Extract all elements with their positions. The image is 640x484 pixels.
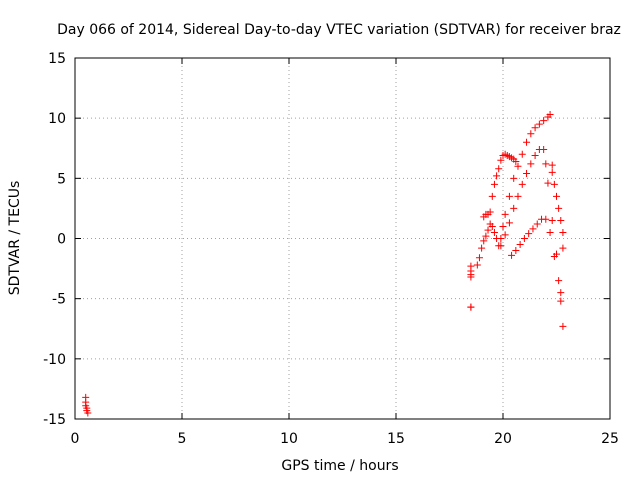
data-point <box>497 242 505 250</box>
x-tick-label: 5 <box>178 431 187 447</box>
x-tick-label: 15 <box>387 431 405 447</box>
data-point <box>548 161 556 169</box>
data-point <box>525 230 533 238</box>
data-point <box>467 303 475 311</box>
data-point <box>478 244 486 252</box>
chart-title: Day 066 of 2014, Sidereal Day-to-day VTE… <box>57 22 621 38</box>
data-point <box>559 228 567 236</box>
data-point <box>557 297 565 305</box>
data-point <box>488 222 496 230</box>
y-tick-label: -15 <box>43 412 66 428</box>
data-point <box>497 235 505 242</box>
data-point <box>484 226 492 234</box>
data-point <box>512 157 520 165</box>
data-point <box>501 231 509 239</box>
data-point <box>557 216 565 224</box>
data-point <box>535 120 543 128</box>
data-point <box>497 156 505 164</box>
data-point <box>488 192 496 200</box>
y-tick-label: 5 <box>57 171 66 187</box>
data-point <box>490 228 498 236</box>
data-series <box>508 215 565 305</box>
x-tick-label: 0 <box>71 431 80 447</box>
data-point <box>514 192 522 200</box>
data-point <box>505 192 513 200</box>
data-points <box>82 111 567 417</box>
data-point <box>510 204 518 212</box>
y-tick-label: 0 <box>57 232 66 248</box>
data-point <box>512 247 520 255</box>
data-series <box>82 393 92 417</box>
data-point <box>527 130 535 138</box>
x-axis-label: GPS time / hours <box>281 458 398 474</box>
data-point <box>533 220 541 228</box>
plot-frame <box>74 57 611 420</box>
data-point <box>518 150 526 158</box>
data-point <box>550 180 558 188</box>
data-point <box>523 138 531 146</box>
data-point <box>550 253 558 261</box>
data-point <box>548 216 556 224</box>
data-point <box>501 210 509 218</box>
data-point <box>480 237 488 245</box>
x-tick-label: 25 <box>601 431 619 447</box>
y-tick-label: -10 <box>43 352 66 368</box>
data-point <box>499 222 507 230</box>
data-point <box>555 204 563 212</box>
data-point <box>516 241 524 249</box>
data-point <box>559 322 567 330</box>
data-point <box>555 277 563 285</box>
data-point <box>505 219 513 227</box>
data-point <box>546 111 554 119</box>
data-point <box>542 215 550 223</box>
data-point <box>518 180 526 188</box>
data-point <box>486 208 494 216</box>
data-point <box>493 172 501 180</box>
data-point <box>490 180 498 188</box>
data-point <box>508 251 516 259</box>
y-tick-label: 10 <box>48 111 66 127</box>
data-point <box>482 232 490 240</box>
data-point <box>531 151 539 159</box>
data-point <box>531 124 539 132</box>
data-point <box>542 160 550 168</box>
data-point <box>495 165 503 173</box>
data-point <box>557 289 565 297</box>
data-point <box>544 179 552 187</box>
data-series <box>467 262 475 311</box>
data-point <box>540 117 548 125</box>
data-point <box>529 225 537 233</box>
data-point <box>84 409 92 417</box>
data-point <box>527 160 535 168</box>
data-point <box>510 174 518 182</box>
x-tick-label: 20 <box>494 431 512 447</box>
data-point <box>559 244 567 252</box>
data-point <box>467 273 475 281</box>
y-tick-label: 15 <box>48 51 66 67</box>
data-point <box>473 261 481 269</box>
data-point <box>540 145 548 153</box>
y-tick-label: -5 <box>52 292 66 308</box>
data-point <box>546 228 554 236</box>
data-series <box>548 161 567 252</box>
data-point <box>514 162 522 170</box>
data-point <box>548 168 556 176</box>
tick-labels: 0 5 10 15 20 25 -15 -10 -5 0 5 10 15 <box>43 51 619 447</box>
x-tick-label: 10 <box>280 431 298 447</box>
data-point <box>475 254 483 262</box>
data-point <box>520 235 528 242</box>
y-axis-label: SDTVAR / TECUs <box>7 181 23 296</box>
data-series <box>480 150 520 221</box>
data-point <box>553 192 560 200</box>
data-point <box>523 170 531 178</box>
